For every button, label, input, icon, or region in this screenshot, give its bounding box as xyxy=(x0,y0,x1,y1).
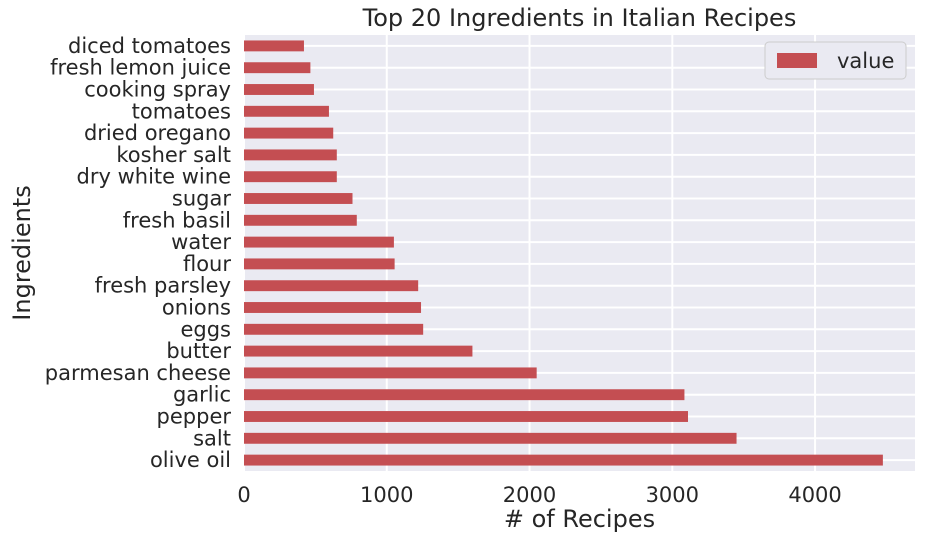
y-tick-label: tomatoes xyxy=(132,99,231,123)
x-tick-label: 2000 xyxy=(503,483,556,507)
y-tick-label: garlic xyxy=(173,383,231,407)
bar xyxy=(244,323,424,335)
bar xyxy=(244,258,395,270)
chart-title: Top 20 Ingredients in Italian Recipes xyxy=(362,4,797,32)
bar xyxy=(244,149,337,161)
y-tick-label: butter xyxy=(166,339,231,363)
bar xyxy=(244,236,394,248)
y-tick-label: diced tomatoes xyxy=(68,34,231,58)
legend-swatch xyxy=(777,53,817,68)
y-tick-label: parmesan cheese xyxy=(45,361,231,385)
y-tick-label: olive oil xyxy=(150,448,231,472)
bar xyxy=(244,171,337,183)
y-tick-label: fresh lemon juice xyxy=(50,56,231,80)
y-tick-label: onions xyxy=(162,296,231,320)
legend-box xyxy=(764,41,907,80)
y-tick-label: pepper xyxy=(157,405,232,429)
x-tick-label: 0 xyxy=(237,483,250,507)
x-tick-label: 1000 xyxy=(360,483,413,507)
bars xyxy=(244,40,883,466)
y-tick-label: dry white wine xyxy=(77,165,231,189)
bar xyxy=(244,454,883,466)
bar xyxy=(244,280,419,292)
bar xyxy=(244,389,685,401)
bar xyxy=(244,411,689,422)
bar xyxy=(244,127,334,139)
y-tick-label: flour xyxy=(183,252,231,276)
y-tick-label: eggs xyxy=(180,317,231,341)
bar xyxy=(244,345,473,357)
x-axis-label: # of Recipes xyxy=(504,505,655,533)
y-tick-label: dried oregano xyxy=(84,121,231,145)
y-tick-label: kosher salt xyxy=(116,143,231,167)
y-tick-label: sugar xyxy=(172,187,231,211)
y-tick-label: cooking spray xyxy=(84,78,231,102)
y-tick-label: water xyxy=(171,230,231,254)
bar xyxy=(244,84,314,95)
bar xyxy=(244,62,311,74)
x-tick-labels: 0 1000 2000 3000 4000 xyxy=(237,483,841,507)
bar xyxy=(244,367,537,379)
bar xyxy=(244,105,329,117)
y-axis-label: Ingredients xyxy=(8,185,36,320)
x-tick-label: 3000 xyxy=(646,483,699,507)
y-tick-label: fresh basil xyxy=(123,208,231,232)
bar xyxy=(244,302,422,313)
y-tick-label: fresh parsley xyxy=(95,274,231,298)
bar xyxy=(244,214,357,226)
bar xyxy=(244,432,737,444)
bar xyxy=(244,193,353,204)
legend: value xyxy=(764,41,907,80)
y-tick-label: salt xyxy=(193,426,231,450)
bar xyxy=(244,40,304,52)
legend-label: value xyxy=(837,49,894,73)
x-tick-label: 4000 xyxy=(788,483,841,507)
